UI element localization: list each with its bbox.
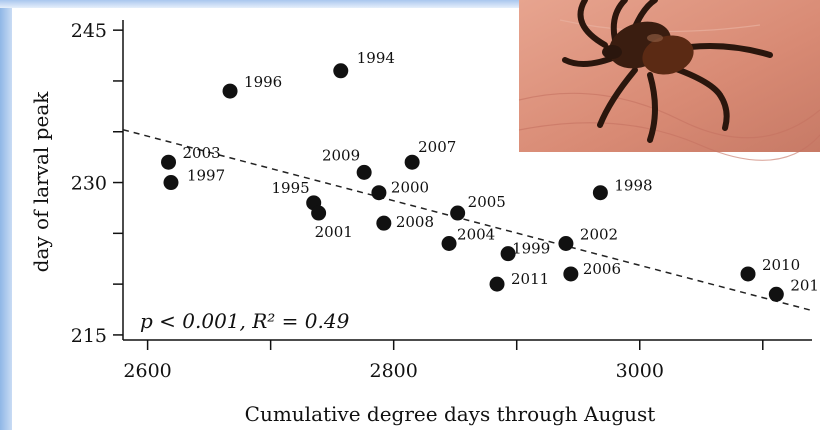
point-label-2003: 2003: [183, 144, 221, 162]
data-point-1997: [163, 175, 179, 191]
data-point-2005: [450, 205, 466, 221]
point-label-2012: 2012: [790, 276, 820, 294]
data-point-2012: [768, 286, 784, 302]
point-label-1995: 1995: [272, 179, 310, 197]
y-axis-title: day of larval peak: [29, 91, 53, 273]
point-label-2008: 2008: [396, 213, 434, 231]
data-point-2008: [376, 215, 392, 231]
point-label-2007: 2007: [418, 138, 456, 156]
point-label-2009: 2009: [322, 146, 360, 164]
point-label-2010: 2010: [762, 256, 800, 274]
data-point-2003: [161, 154, 177, 170]
data-point-2007: [404, 154, 420, 170]
trendline: [122, 128, 813, 312]
x-axis-title: Cumulative degree days through August: [245, 402, 656, 426]
axes: 2600 2800 3000 215 230 245: [71, 20, 812, 382]
data-point-2004: [441, 235, 457, 251]
point-label-2001: 2001: [315, 223, 353, 241]
y-tick-label: 230: [71, 173, 107, 195]
data-point-1994: [333, 63, 349, 79]
y-tick-label: 215: [71, 325, 107, 347]
x-tick-label: 2800: [369, 360, 417, 382]
data-point-1999: [500, 246, 516, 262]
data-point-2001: [311, 205, 327, 221]
data-point-2009: [356, 164, 372, 180]
point-label-2011: 2011: [511, 270, 549, 288]
data-point-2010: [740, 266, 756, 282]
point-label-1996: 1996: [244, 73, 282, 91]
data-point-2002: [558, 235, 574, 251]
point-label-1997: 1997: [187, 167, 225, 185]
x-tick-label: 3000: [616, 360, 664, 382]
data-point-2000: [371, 185, 387, 201]
background-strip-left: [0, 0, 12, 430]
tick-photo: [518, 0, 820, 161]
point-label-1999: 1999: [512, 240, 550, 258]
data-points: 1994 1996 2003 1997 2009 2007 1995 2000 2001 2008…: [161, 49, 820, 302]
stat-annotation: p < 0.001, R² = 0.49: [140, 309, 350, 333]
point-label-1994: 1994: [357, 49, 395, 67]
data-point-1996: [222, 83, 238, 99]
y-tick-label: 245: [71, 20, 107, 42]
x-tick-label: 2600: [123, 360, 171, 382]
point-label-2004: 2004: [457, 225, 495, 243]
trendline-dashed: [122, 128, 813, 312]
point-label-2000: 2000: [391, 179, 429, 197]
background-strip-top: [0, 0, 820, 8]
data-point-2006: [563, 266, 579, 282]
data-point-1998: [592, 185, 608, 201]
data-point-2011: [489, 276, 505, 292]
point-label-2006: 2006: [583, 260, 621, 278]
point-label-1998: 1998: [614, 177, 652, 195]
point-label-2005: 2005: [468, 193, 506, 211]
point-label-2002: 2002: [580, 225, 618, 243]
